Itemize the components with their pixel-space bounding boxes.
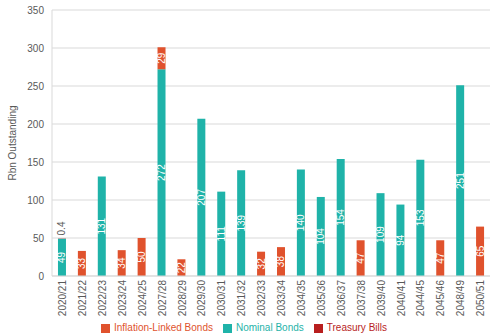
svg-text:33: 33 bbox=[76, 257, 87, 269]
svg-text:250: 250 bbox=[27, 81, 44, 92]
svg-text:2048/49: 2048/49 bbox=[455, 280, 466, 317]
svg-text:2020/21: 2020/21 bbox=[57, 280, 68, 317]
svg-text:272: 272 bbox=[156, 164, 167, 181]
svg-text:94: 94 bbox=[395, 234, 406, 246]
svg-text:2037/38: 2037/38 bbox=[356, 280, 367, 317]
svg-text:34: 34 bbox=[116, 257, 127, 269]
svg-text:65: 65 bbox=[475, 245, 486, 257]
svg-text:2032/33: 2032/33 bbox=[256, 280, 267, 317]
svg-text:2022/23: 2022/23 bbox=[97, 280, 108, 317]
svg-text:2033/34: 2033/34 bbox=[276, 280, 287, 317]
svg-text:47: 47 bbox=[355, 252, 366, 264]
svg-text:Rbn Outstanding: Rbn Outstanding bbox=[8, 105, 18, 180]
svg-text:2040/41: 2040/41 bbox=[396, 280, 407, 317]
svg-text:300: 300 bbox=[27, 43, 44, 54]
html-text:Treasury Bills: Treasury Bills bbox=[326, 322, 387, 333]
svg-text:49: 49 bbox=[56, 251, 67, 263]
svg-text:22: 22 bbox=[176, 262, 187, 274]
svg-text:2036/37: 2036/37 bbox=[336, 280, 347, 317]
svg-text:154: 154 bbox=[335, 209, 346, 226]
svg-text:350: 350 bbox=[27, 5, 44, 16]
svg-text:2029/30: 2029/30 bbox=[196, 280, 207, 317]
svg-text:2034/35: 2034/35 bbox=[296, 280, 307, 317]
svg-text:2023/24: 2023/24 bbox=[117, 280, 128, 317]
svg-text:38: 38 bbox=[275, 256, 286, 268]
svg-text:2035/36: 2035/36 bbox=[316, 280, 327, 317]
svg-text:0: 0 bbox=[38, 271, 44, 282]
svg-text:0.4: 0.4 bbox=[56, 221, 67, 235]
svg-text:2044/45: 2044/45 bbox=[415, 280, 426, 317]
svg-text:2021/22: 2021/22 bbox=[77, 280, 88, 317]
svg-text:50: 50 bbox=[136, 251, 147, 263]
svg-text:2030/31: 2030/31 bbox=[216, 280, 227, 317]
svg-text:140: 140 bbox=[295, 214, 306, 231]
svg-text:47: 47 bbox=[435, 252, 446, 264]
svg-text:150: 150 bbox=[27, 157, 44, 168]
svg-text:2031/32: 2031/32 bbox=[236, 280, 247, 317]
svg-text:109: 109 bbox=[375, 226, 386, 243]
svg-text:32: 32 bbox=[256, 258, 267, 270]
svg-text:153: 153 bbox=[415, 209, 426, 226]
svg-text:200: 200 bbox=[27, 119, 44, 130]
svg-text:2028/29: 2028/29 bbox=[177, 280, 188, 317]
html-text:Inflation-Linked Bonds: Inflation-Linked Bonds bbox=[114, 322, 213, 333]
svg-text:50: 50 bbox=[33, 233, 45, 244]
svg-text:131: 131 bbox=[96, 217, 107, 234]
svg-text:207: 207 bbox=[196, 189, 207, 206]
svg-text:2050/51: 2050/51 bbox=[475, 280, 486, 317]
svg-text:139: 139 bbox=[236, 214, 247, 231]
svg-text:100: 100 bbox=[27, 195, 44, 206]
svg-text:2045/46: 2045/46 bbox=[435, 280, 446, 317]
svg-text:111: 111 bbox=[216, 226, 227, 242]
svg-text:2039/40: 2039/40 bbox=[376, 280, 387, 317]
svg-text:2027/28: 2027/28 bbox=[157, 280, 168, 317]
svg-text:251: 251 bbox=[455, 172, 466, 189]
svg-text:2024/25: 2024/25 bbox=[137, 280, 148, 317]
svg-text:29: 29 bbox=[156, 52, 167, 64]
html-text:Nominal Bonds: Nominal Bonds bbox=[236, 322, 304, 333]
svg-text:104: 104 bbox=[315, 228, 326, 245]
